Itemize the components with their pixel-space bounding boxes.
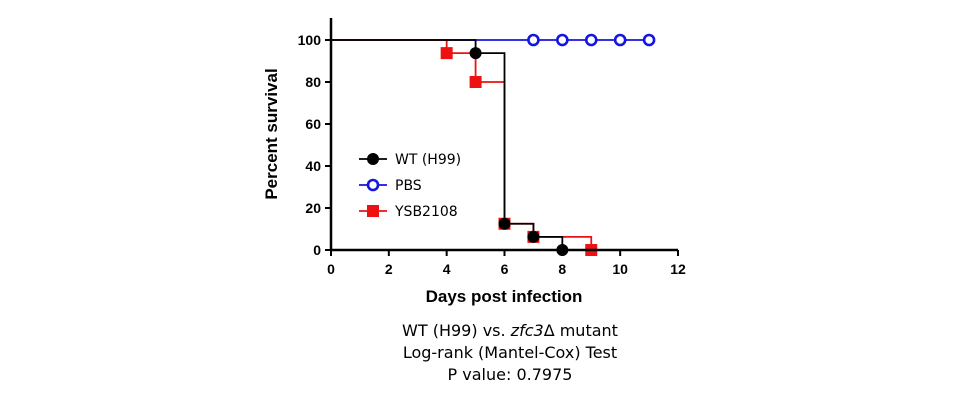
x-tick-label: 0 bbox=[327, 261, 335, 277]
caption-comparison: WT (H99) vs. zfc3Δ mutant bbox=[0, 320, 960, 342]
y-tick-label: 100 bbox=[298, 32, 322, 48]
legend-label: PBS bbox=[395, 178, 422, 194]
y-tick-label: 60 bbox=[305, 116, 321, 132]
x-tick-label: 8 bbox=[558, 261, 566, 277]
legend-label: YSB2108 bbox=[394, 204, 458, 220]
y-tick-label: 0 bbox=[313, 242, 321, 258]
data-point bbox=[527, 230, 540, 243]
data-point bbox=[527, 33, 540, 47]
caption-gene: zfc3 bbox=[510, 321, 544, 340]
x-tick-label: 4 bbox=[443, 261, 451, 277]
data-point bbox=[642, 33, 656, 47]
ticks-layer: 0 2 4 6 8 10 12 0 20 40 60 80 100 bbox=[298, 32, 686, 277]
y-tick-label: 40 bbox=[305, 158, 321, 174]
y-axis-title: Percent survival bbox=[262, 68, 281, 199]
caption-comparison-suffix: Δ mutant bbox=[543, 321, 618, 340]
legend-label: WT (H99) bbox=[395, 152, 461, 168]
legend-marker bbox=[367, 205, 379, 217]
caption-test-name: Log-rank (Mantel-Cox) Test bbox=[402, 343, 618, 362]
legend-marker bbox=[366, 178, 380, 192]
series-layer bbox=[331, 33, 656, 256]
data-point bbox=[613, 33, 627, 47]
x-tick-label: 10 bbox=[612, 261, 628, 277]
y-tick-label: 20 bbox=[305, 200, 321, 216]
caption-comparison-prefix: WT (H99) vs. bbox=[402, 321, 511, 340]
data-point bbox=[469, 47, 482, 60]
data-point bbox=[556, 33, 569, 47]
x-tick-label: 12 bbox=[670, 261, 686, 277]
series-line-2 bbox=[331, 39, 593, 250]
x-tick-label: 2 bbox=[385, 261, 393, 277]
data-point bbox=[440, 47, 453, 60]
data-point bbox=[469, 76, 482, 88]
legend-marker bbox=[367, 153, 379, 165]
survival-chart: 0 2 4 6 8 10 12 0 20 40 60 80 100 Days post infectio… bbox=[262, 18, 686, 306]
x-tick-label: 6 bbox=[501, 261, 509, 277]
legend: WT (H99) PBS YSB2108 bbox=[359, 152, 461, 220]
caption-p-value: P value: 0.7975 bbox=[447, 365, 573, 384]
y-tick-label: 80 bbox=[305, 74, 321, 90]
x-axis-title: Days post infection bbox=[426, 287, 583, 306]
test-caption: WT (H99) vs. zfc3Δ mutant Log-rank (Mant… bbox=[0, 320, 960, 386]
data-point bbox=[584, 33, 598, 47]
data-point bbox=[498, 217, 511, 230]
